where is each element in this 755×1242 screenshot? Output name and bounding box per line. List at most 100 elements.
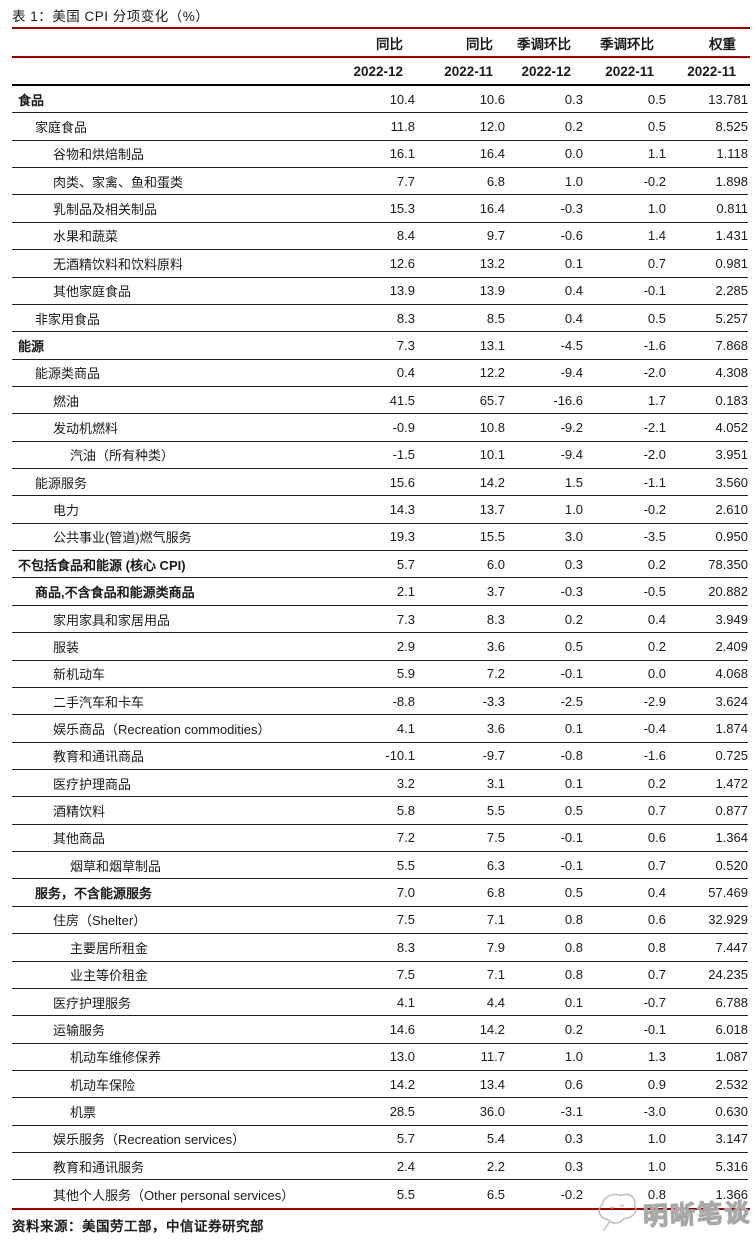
cell-mom-sa-2022-11: 0.5 bbox=[647, 119, 666, 135]
table-row: 能源服务 15.6 14.2 1.5 -1.1 3.560 bbox=[12, 469, 748, 497]
cell-mom-sa-2022-11: -0.2 bbox=[643, 502, 666, 518]
table-row: 烟草和烟草制品 5.5 6.3 -0.1 0.7 0.520 bbox=[12, 852, 748, 880]
cell-weight-2022-11: 57.469 bbox=[708, 885, 748, 901]
title-underline-rule bbox=[12, 27, 750, 29]
cell-yoy-2022-11: 7.5 bbox=[486, 830, 505, 846]
col-period-1: 2022-12 bbox=[353, 63, 403, 79]
row-label: 娱乐商品（Recreation commodities） bbox=[53, 721, 271, 737]
cell-yoy-2022-11: 10.8 bbox=[479, 419, 505, 435]
cell-mom-sa-2022-11: -2.0 bbox=[643, 447, 666, 463]
cell-yoy-2022-12: 15.3 bbox=[389, 201, 415, 217]
cell-mom-sa-2022-12: 0.6 bbox=[564, 1076, 583, 1092]
cell-mom-sa-2022-11: 0.7 bbox=[647, 967, 666, 983]
table-row: 谷物和烘焙制品 16.1 16.4 0.0 1.1 1.118 bbox=[12, 141, 748, 169]
cell-mom-sa-2022-11: 1.3 bbox=[647, 1049, 666, 1065]
row-label: 能源类商品 bbox=[35, 366, 101, 382]
row-label: 汽油（所有种类） bbox=[70, 448, 175, 464]
cell-weight-2022-11: 32.929 bbox=[708, 912, 748, 928]
cell-mom-sa-2022-11: -0.7 bbox=[643, 994, 666, 1010]
cell-yoy-2022-12: 11.8 bbox=[390, 119, 415, 135]
cell-mom-sa-2022-12: 1.5 bbox=[564, 474, 583, 490]
cell-yoy-2022-11: 36.0 bbox=[479, 1103, 505, 1119]
table-row: 医疗护理服务 4.1 4.4 0.1 -0.7 6.788 bbox=[12, 989, 748, 1017]
cell-mom-sa-2022-12: -9.2 bbox=[560, 419, 583, 435]
table-row: 医疗护理商品 3.2 3.1 0.1 0.2 1.472 bbox=[12, 770, 748, 798]
cell-weight-2022-11: 8.525 bbox=[715, 119, 748, 135]
cell-weight-2022-11: 1.364 bbox=[715, 830, 748, 846]
cell-mom-sa-2022-11: 0.4 bbox=[647, 611, 666, 627]
cell-yoy-2022-11: 11.7 bbox=[480, 1049, 505, 1065]
table-row: 不包括食品和能源 (核心 CPI) 5.7 6.0 0.3 0.2 78.350 bbox=[12, 551, 748, 579]
cell-yoy-2022-12: -1.5 bbox=[392, 447, 415, 463]
cell-mom-sa-2022-11: 0.2 bbox=[647, 556, 666, 572]
table-row: 机动车保险 14.2 13.4 0.6 0.9 2.532 bbox=[12, 1071, 748, 1099]
cell-yoy-2022-11: 15.5 bbox=[479, 529, 505, 545]
table-row: 教育和通讯服务 2.4 2.2 0.3 1.0 5.316 bbox=[12, 1153, 748, 1181]
cell-mom-sa-2022-12: -4.5 bbox=[560, 337, 583, 353]
cell-yoy-2022-12: 15.6 bbox=[389, 474, 415, 490]
cell-mom-sa-2022-11: 0.5 bbox=[647, 310, 666, 326]
table-row: 二手汽车和卡车 -8.8 -3.3 -2.5 -2.9 3.624 bbox=[12, 688, 748, 716]
cell-yoy-2022-12: 8.3 bbox=[396, 939, 415, 955]
cell-mom-sa-2022-12: -16.6 bbox=[553, 392, 583, 408]
row-label: 能源服务 bbox=[35, 475, 88, 491]
cell-yoy-2022-11: 2.2 bbox=[486, 1158, 505, 1174]
cell-yoy-2022-12: 8.3 bbox=[396, 310, 415, 326]
table-row: 其他个人服务（Other personal services） 5.5 6.5 -0.… bbox=[12, 1180, 748, 1207]
cell-mom-sa-2022-11: -0.1 bbox=[643, 283, 666, 299]
cell-yoy-2022-11: 13.9 bbox=[479, 283, 505, 299]
table-row: 其他家庭食品 13.9 13.9 0.4 -0.1 2.285 bbox=[12, 278, 748, 305]
cell-weight-2022-11: 0.725 bbox=[715, 748, 748, 764]
cell-weight-2022-11: 3.951 bbox=[715, 447, 748, 463]
cell-mom-sa-2022-12: -0.1 bbox=[560, 857, 583, 873]
cell-yoy-2022-11: 10.6 bbox=[479, 91, 505, 107]
table-row: 住房（Shelter） 7.5 7.1 0.8 0.6 32.929 bbox=[12, 907, 748, 935]
cell-yoy-2022-11: 13.4 bbox=[479, 1076, 505, 1092]
cell-mom-sa-2022-12: 1.0 bbox=[564, 173, 583, 189]
cell-yoy-2022-12: 8.4 bbox=[396, 228, 415, 244]
row-label: 燃油 bbox=[53, 393, 80, 409]
cell-mom-sa-2022-11: 0.4 bbox=[647, 885, 666, 901]
table-row: 肉类、家禽、鱼和蛋类 7.7 6.8 1.0 -0.2 1.898 bbox=[12, 168, 748, 196]
row-label: 商品,不含食品和能源类商品 bbox=[35, 585, 195, 601]
cell-weight-2022-11: 2.409 bbox=[715, 638, 748, 654]
cell-mom-sa-2022-11: 0.9 bbox=[647, 1076, 666, 1092]
cell-yoy-2022-12: 7.3 bbox=[396, 611, 415, 627]
cell-yoy-2022-11: 7.9 bbox=[486, 939, 505, 955]
cell-weight-2022-11: 0.950 bbox=[715, 529, 748, 545]
table-row: 燃油 41.5 65.7 -16.6 1.7 0.183 bbox=[12, 387, 748, 415]
cell-yoy-2022-12: 13.9 bbox=[389, 283, 415, 299]
table-row: 业主等价租金 7.5 7.1 0.8 0.7 24.235 bbox=[12, 962, 748, 989]
cell-yoy-2022-12: 3.2 bbox=[396, 775, 415, 791]
header-divider-rule-red bbox=[12, 56, 750, 58]
row-label: 新机动车 bbox=[53, 667, 106, 683]
cell-yoy-2022-11: 16.4 bbox=[479, 146, 505, 162]
cell-weight-2022-11: 3.560 bbox=[715, 474, 748, 490]
table-row: 教育和通讯商品 -10.1 -9.7 -0.8 -1.6 0.725 bbox=[12, 743, 748, 770]
table-title: 表 1：美国 CPI 分项变化（%） bbox=[12, 9, 210, 24]
cell-mom-sa-2022-12: 0.1 bbox=[564, 255, 583, 271]
cell-yoy-2022-11: 14.2 bbox=[479, 1021, 505, 1037]
row-label: 食品 bbox=[18, 92, 45, 108]
table-row: 食品 10.4 10.6 0.3 0.5 13.781 bbox=[12, 86, 748, 114]
cell-mom-sa-2022-11: -3.0 bbox=[643, 1103, 666, 1119]
cell-mom-sa-2022-11: -0.5 bbox=[643, 584, 666, 600]
cell-yoy-2022-12: 28.5 bbox=[389, 1103, 415, 1119]
cell-yoy-2022-12: 14.3 bbox=[389, 502, 415, 518]
cell-weight-2022-11: 2.532 bbox=[715, 1076, 748, 1092]
cell-weight-2022-11: 5.316 bbox=[715, 1158, 748, 1174]
table-row: 汽油（所有种类） -1.5 10.1 -9.4 -2.0 3.951 bbox=[12, 442, 748, 470]
cell-mom-sa-2022-12: 0.8 bbox=[564, 912, 583, 928]
cell-yoy-2022-11: 13.2 bbox=[479, 255, 505, 271]
cell-yoy-2022-11: 7.2 bbox=[486, 666, 505, 682]
cell-mom-sa-2022-11: 1.4 bbox=[647, 228, 666, 244]
cell-yoy-2022-11: 10.1 bbox=[479, 447, 505, 463]
cell-mom-sa-2022-11: 1.0 bbox=[647, 1158, 666, 1174]
row-label: 机动车维修保养 bbox=[70, 1050, 162, 1066]
row-label: 公共事业(管道)燃气服务 bbox=[53, 530, 192, 546]
table-row: 其他商品 7.2 7.5 -0.1 0.6 1.364 bbox=[12, 825, 748, 853]
cell-mom-sa-2022-12: 0.4 bbox=[564, 310, 583, 326]
row-label: 乳制品及相关制品 bbox=[53, 202, 158, 218]
cell-mom-sa-2022-11: 1.0 bbox=[647, 1131, 666, 1147]
cell-mom-sa-2022-11: 0.7 bbox=[647, 255, 666, 271]
